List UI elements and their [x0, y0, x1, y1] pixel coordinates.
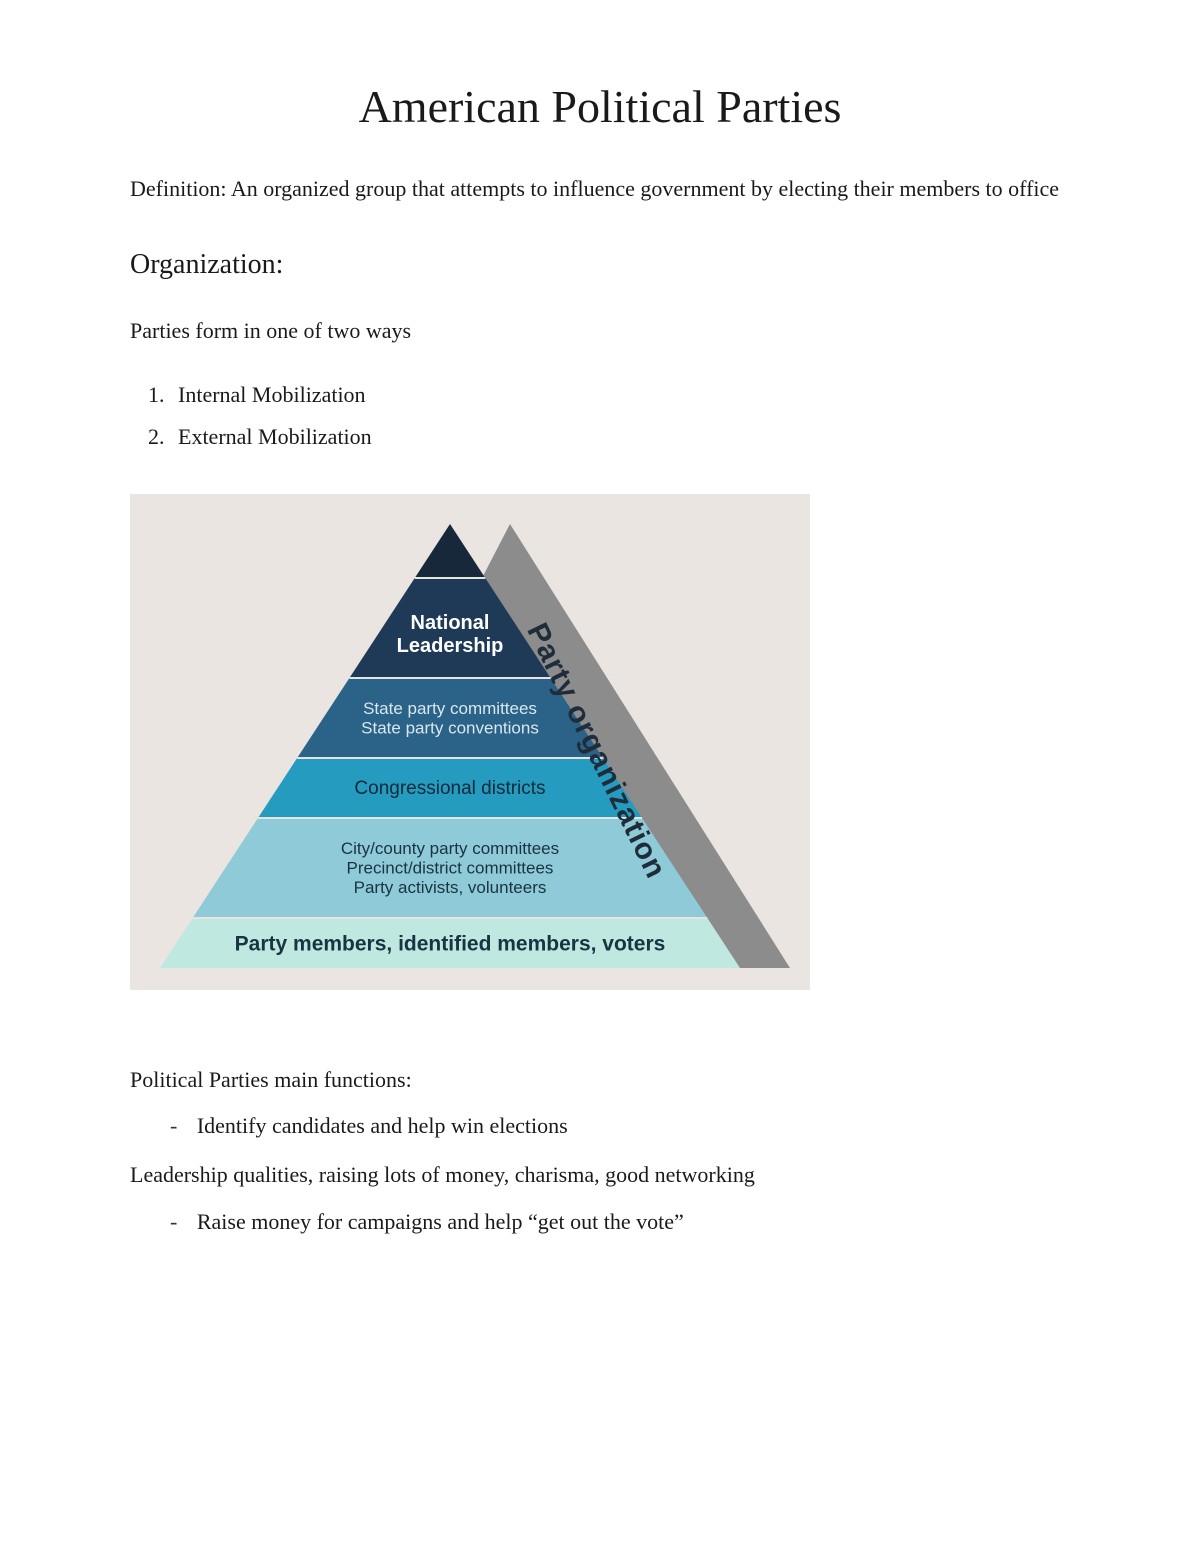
pyramid-level-3-text: Congressional districts	[354, 778, 545, 799]
organization-heading: Organization:	[130, 249, 1070, 281]
pyramid-container: NationalLeadership State party committees…	[150, 518, 790, 978]
pyramid-figure: NationalLeadership State party committees…	[130, 494, 810, 990]
pyramid-level-1-text: Leadership	[397, 635, 504, 657]
pyramid-level-4-text: Party activists, volunteers	[354, 878, 547, 897]
list-item: External Mobilization	[170, 416, 1070, 458]
pyramid-level-5-text: Party members, identified members, voter…	[235, 932, 666, 955]
pyramid-level-2-text: State party conventions	[361, 718, 539, 737]
list-item: Internal Mobilization	[170, 374, 1070, 416]
page-title: American Political Parties	[130, 80, 1070, 133]
functions-list-1: Identify candidates and help win electio…	[170, 1105, 1070, 1147]
pyramid-level-4-text: City/county party committees	[341, 839, 559, 858]
definition-text: Definition: An organized group that atte…	[130, 169, 1070, 209]
pyramid-svg: NationalLeadership State party committees…	[150, 518, 790, 978]
leadership-line: Leadership qualities, raising lots of mo…	[130, 1155, 1070, 1195]
pyramid-level-0	[415, 524, 486, 578]
pyramid-level-4-text: Precinct/district committees	[347, 858, 554, 877]
list-item: Identify candidates and help win electio…	[170, 1105, 1070, 1147]
formation-list: Internal Mobilization External Mobilizat…	[170, 374, 1070, 458]
document-page: American Political Parties Definition: A…	[0, 0, 1200, 1553]
pyramid-level-2-text: State party committees	[363, 699, 537, 718]
list-item: Raise money for campaigns and help “get …	[170, 1201, 1070, 1243]
pyramid-level-1-text: National	[411, 612, 490, 634]
formation-intro: Parties form in one of two ways	[130, 311, 1070, 351]
functions-intro: Political Parties main functions:	[130, 1060, 1070, 1100]
functions-list-2: Raise money for campaigns and help “get …	[170, 1201, 1070, 1243]
